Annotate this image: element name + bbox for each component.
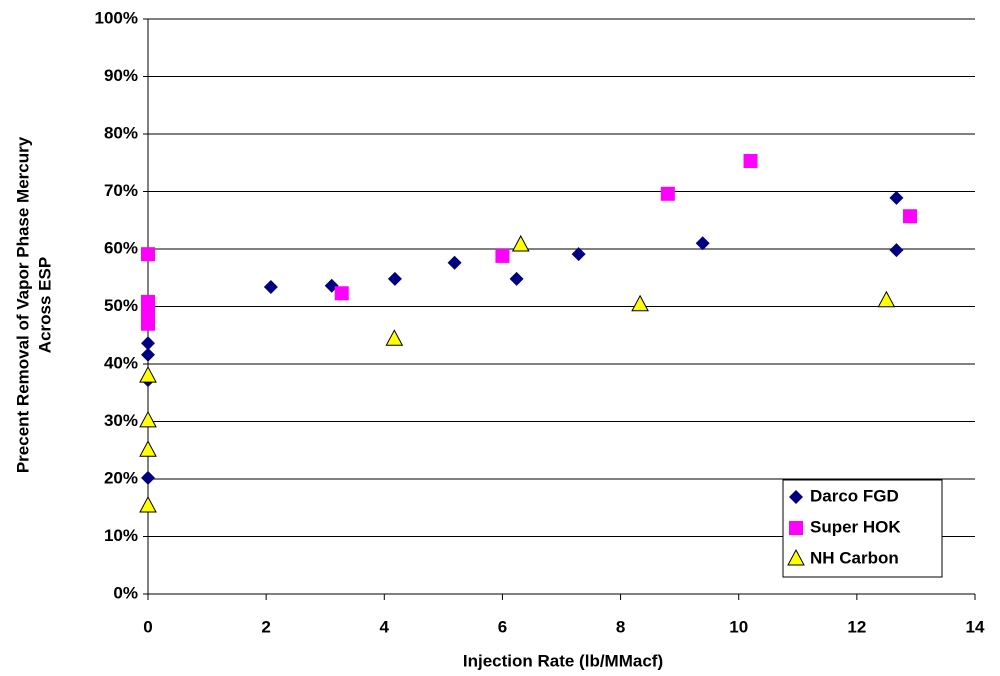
legend-marker [787, 548, 805, 566]
x-axis-title: Injection Rate (lb/MMacf) [463, 651, 663, 670]
point [263, 279, 278, 294]
point [141, 316, 155, 331]
legend-marker [789, 490, 803, 504]
y-axis-title: Precent Removal of Vapor Phase Mercury [13, 136, 32, 473]
point [334, 286, 349, 301]
y-tick-label: 60% [104, 238, 138, 257]
point [139, 440, 157, 457]
point [509, 271, 524, 286]
y-tick-label: 20% [104, 468, 138, 487]
legend-box [782, 479, 943, 578]
point [695, 236, 710, 251]
x-tick-label: 14 [966, 617, 985, 636]
point [139, 410, 157, 428]
point [141, 302, 155, 317]
y-tick-label: 100% [95, 8, 138, 27]
point [889, 190, 904, 205]
y-tick-label: 80% [104, 123, 138, 142]
point [387, 271, 402, 286]
y-tick-label: 10% [104, 526, 138, 545]
y-tick-label: 90% [104, 66, 138, 85]
point [447, 255, 462, 270]
point [571, 247, 586, 262]
x-tick-label: 2 [261, 617, 270, 636]
x-tick-label: 4 [380, 617, 390, 636]
x-tick-label: 12 [847, 617, 866, 636]
point [660, 186, 675, 201]
point [139, 495, 157, 513]
point [139, 366, 157, 383]
point [141, 247, 155, 262]
legend-marker [789, 521, 803, 535]
x-tick-label: 6 [498, 617, 507, 636]
point [141, 347, 155, 362]
point [889, 243, 904, 258]
point [877, 290, 896, 308]
y-tick-label: 50% [104, 296, 138, 315]
point [743, 154, 758, 169]
point [141, 470, 155, 485]
legend-label: Super HOK [810, 517, 901, 536]
point [631, 294, 649, 312]
point [141, 336, 155, 351]
point [385, 329, 404, 346]
point [511, 234, 530, 252]
y-tick-label: 70% [104, 181, 138, 200]
x-tick-label: 8 [616, 617, 625, 636]
legend-label: NH Carbon [810, 548, 899, 567]
point [903, 209, 918, 224]
point [495, 248, 510, 263]
y-tick-label: 40% [104, 353, 138, 372]
x-tick-label: 0 [143, 617, 152, 636]
y-axis-title: Across ESP [35, 257, 54, 353]
x-tick-label: 10 [729, 617, 748, 636]
legend-label: Darco FGD [810, 486, 899, 505]
y-tick-label: 30% [104, 411, 138, 430]
y-tick-label: 0% [113, 583, 138, 602]
